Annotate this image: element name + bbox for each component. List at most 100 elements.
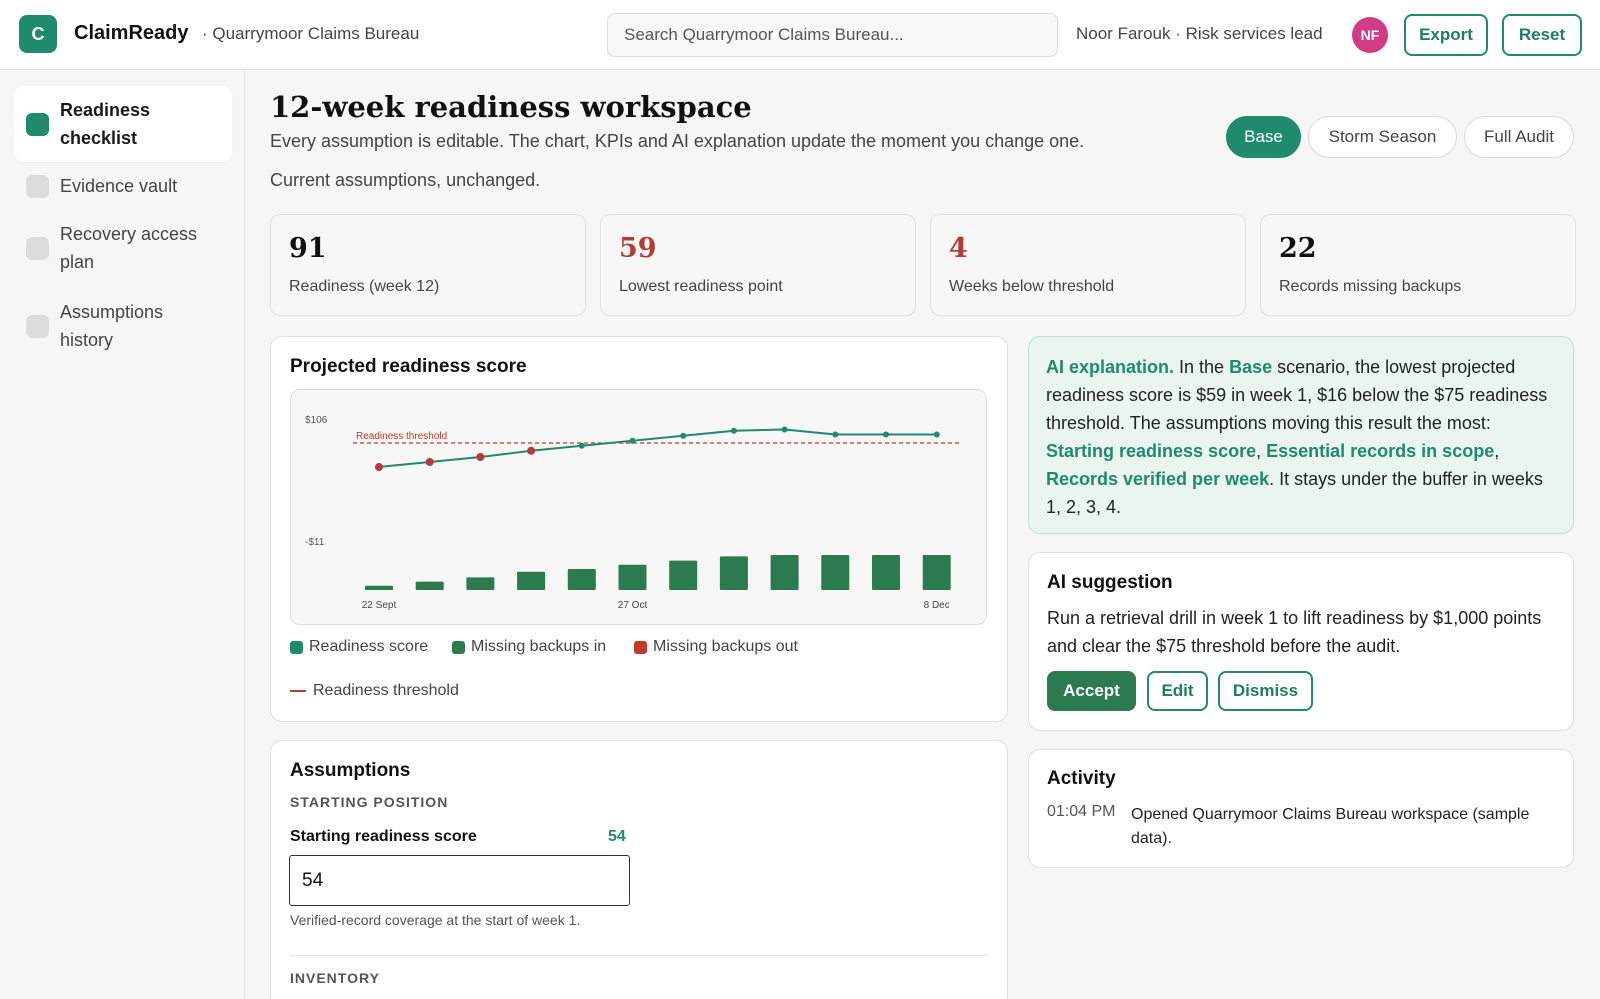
legend-label: Missing backups in xyxy=(471,638,607,655)
organization-name: · Quarrymoor Claims Bureau xyxy=(202,24,420,43)
ai-explanation-separator: , xyxy=(1256,441,1267,461)
legend-swatch xyxy=(452,640,465,654)
ai-explanation-text: AI explanation. In the Base scenario, th… xyxy=(1046,353,1558,521)
bar-missing-backups-in xyxy=(922,555,951,590)
sidebar-item-label: Readiness checklist xyxy=(60,100,151,148)
dismiss-button[interactable]: Dismiss xyxy=(1218,671,1313,711)
data-point xyxy=(629,437,636,444)
y-tick-label: -$11 xyxy=(305,537,325,548)
search-input[interactable] xyxy=(607,13,1058,57)
sidebar-item-readiness-checklist[interactable]: Readiness checklist xyxy=(14,86,232,162)
threshold-label: Readiness threshold xyxy=(356,431,447,442)
bar-missing-backups-in xyxy=(415,581,444,590)
kpi-weeks-below-threshold: 4 Weeks below threshold xyxy=(930,214,1246,316)
assumptions-title: Assumptions xyxy=(290,760,411,781)
series-line-readiness-score xyxy=(378,428,937,468)
bar-missing-backups-in xyxy=(719,556,748,590)
activity-title: Activity xyxy=(1047,768,1116,789)
reset-button[interactable]: Reset xyxy=(1502,14,1582,56)
x-tick-label: 22 Sept xyxy=(362,600,397,611)
assumption-link-records-verified[interactable]: Records verified per week xyxy=(1046,469,1270,489)
edit-button[interactable]: Edit xyxy=(1147,671,1208,711)
ai-suggestion-title: AI suggestion xyxy=(1047,572,1173,593)
bar-missing-backups-in xyxy=(669,560,698,590)
scenario-full-audit[interactable]: Full Audit xyxy=(1464,116,1574,158)
x-tick-label: 8 Dec xyxy=(924,600,950,611)
kpi-records-missing-backups: 22 Records missing backups xyxy=(1260,214,1576,316)
ai-explanation-text-part: scenario, the lowest projected readiness… xyxy=(1046,357,1548,433)
top-bar: C ClaimReady · Quarrymoor Claims Bureau … xyxy=(0,0,1600,70)
legend-swatch xyxy=(290,640,303,654)
legend-readiness-score: Readiness score xyxy=(290,638,428,656)
app-logo[interactable]: C xyxy=(19,15,57,53)
data-point xyxy=(527,446,536,455)
activity-time: 01:04 PM xyxy=(1047,803,1116,820)
ai-explanation-separator: , xyxy=(1494,441,1500,461)
assumption-state: Current assumptions, unchanged. xyxy=(270,170,541,190)
ai-explanation-card: AI explanation. In the Base scenario, th… xyxy=(1028,336,1574,534)
legend-label: Missing backups out xyxy=(653,638,798,655)
data-point xyxy=(680,432,687,439)
data-point xyxy=(730,427,737,434)
chart-title: Projected readiness score xyxy=(290,356,527,377)
assumptions-history-icon xyxy=(26,314,49,338)
legend-label: Readiness threshold xyxy=(313,682,459,699)
ai-explanation-lead: AI explanation. xyxy=(1046,357,1175,377)
sidebar-item-assumptions-history[interactable]: Assumptions history xyxy=(14,296,232,356)
ai-explanation-text-part: In the xyxy=(1174,357,1230,377)
user-info: Noor Farouk · Risk services lead xyxy=(1076,24,1323,43)
activity-text: Opened Quarrymoor Claims Bureau workspac… xyxy=(1131,806,1530,847)
data-point xyxy=(933,431,940,438)
starting-readiness-input[interactable] xyxy=(289,855,630,906)
kpi-label: Records missing backups xyxy=(1279,278,1462,295)
sidebar-item-evidence-vault[interactable]: Evidence vault xyxy=(14,170,232,202)
x-tick-label: 27 Oct xyxy=(618,600,648,611)
chart-area: $106 -$11 Readiness threshold 22 Sept 27 Oct… xyxy=(290,389,987,625)
bar-missing-backups-in xyxy=(365,585,393,590)
legend-missing-backups-in: Missing backups in xyxy=(452,638,606,656)
kpi-label: Readiness (week 12) xyxy=(289,278,440,295)
accept-button[interactable]: Accept xyxy=(1047,671,1136,711)
recovery-access-plan-icon xyxy=(26,236,49,260)
y-tick-label: $106 xyxy=(305,415,328,426)
kpi-value: 91 xyxy=(289,233,327,264)
section-inventory: INVENTORY xyxy=(290,970,380,986)
scenario-storm-season[interactable]: Storm Season xyxy=(1308,116,1457,158)
readiness-checklist-icon xyxy=(26,112,49,136)
sidebar-item-label: Recovery access plan xyxy=(60,224,198,272)
page-subtitle: Every assumption is editable. The chart,… xyxy=(270,131,1085,151)
data-point xyxy=(476,453,485,461)
sidebar-item-label: Evidence vault xyxy=(60,176,178,196)
legend-readiness-threshold: Readiness threshold xyxy=(290,682,459,700)
sidebar-item-recovery-access-plan[interactable]: Recovery access plan xyxy=(14,218,232,278)
kpi-lowest-readiness: 59 Lowest readiness point xyxy=(600,214,916,316)
kpi-readiness-week-12: 91 Readiness (week 12) xyxy=(270,214,586,316)
kpi-value: 4 xyxy=(949,233,968,264)
legend-missing-backups-out: Missing backups out xyxy=(634,638,798,656)
ai-suggestion-text: Run a retrieval drill in week 1 to lift … xyxy=(1047,608,1542,656)
readiness-chart: $106 -$11 Readiness threshold 22 Sept 27 Oct… xyxy=(305,415,961,611)
data-point xyxy=(578,442,585,449)
kpi-label: Lowest readiness point xyxy=(619,278,783,295)
kpi-label: Weeks below threshold xyxy=(949,278,1115,295)
bar-missing-backups-in xyxy=(770,555,799,590)
activity-card xyxy=(1028,749,1574,868)
kpi-value: 59 xyxy=(619,233,657,264)
starting-readiness-label: Starting readiness score xyxy=(290,828,477,845)
data-point xyxy=(425,458,434,466)
legend-swatch xyxy=(634,640,647,654)
sidebar-item-label: Assumptions history xyxy=(60,302,164,350)
data-point xyxy=(832,431,839,438)
starting-readiness-value: 54 xyxy=(608,828,626,845)
scenario-base[interactable]: Base xyxy=(1226,116,1301,158)
evidence-vault-icon xyxy=(26,174,49,198)
export-button[interactable]: Export xyxy=(1404,14,1488,56)
bar-missing-backups-in xyxy=(872,555,900,590)
avatar[interactable]: NF xyxy=(1352,17,1388,53)
legend-swatch xyxy=(290,690,306,692)
section-starting-position: STARTING POSITION xyxy=(290,794,449,810)
assumption-link-starting-readiness[interactable]: Starting readiness score xyxy=(1046,441,1257,461)
assumption-link-essential-records[interactable]: Essential records in scope xyxy=(1266,441,1495,461)
kpi-value: 22 xyxy=(1279,233,1317,264)
section-divider xyxy=(290,955,988,956)
